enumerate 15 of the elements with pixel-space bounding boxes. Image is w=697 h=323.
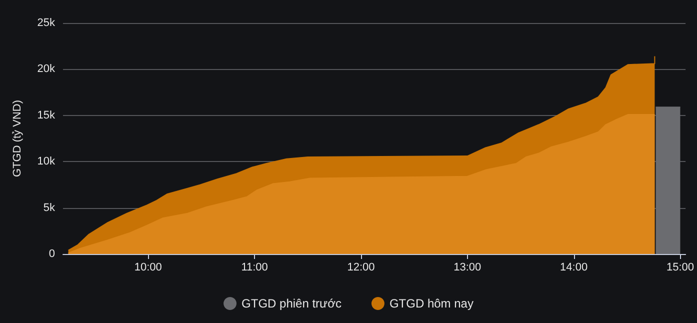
x-tick-label: 12:00 bbox=[347, 262, 375, 274]
y-tick-label: 10k bbox=[37, 156, 56, 168]
y-axis-title: GTGD (tỷ VND) bbox=[12, 100, 24, 177]
y-tick-label: 15k bbox=[37, 109, 56, 122]
y-tick-label: 5k bbox=[43, 202, 56, 214]
legend-label: GTGD phiên trước bbox=[242, 296, 342, 310]
y-tick-label: 0 bbox=[48, 248, 55, 260]
x-tick-label: 13:00 bbox=[454, 262, 482, 274]
legend-label: GTGD hôm nay bbox=[389, 296, 474, 310]
x-tick-label: 11:00 bbox=[241, 262, 268, 274]
x-tick-label: 10:00 bbox=[134, 262, 162, 274]
x-tick-label: 15:00 bbox=[666, 262, 694, 274]
y-tick-label: 25k bbox=[37, 17, 56, 29]
y-tick-label: 20k bbox=[37, 63, 56, 76]
x-tick-label: 14:00 bbox=[560, 262, 588, 274]
